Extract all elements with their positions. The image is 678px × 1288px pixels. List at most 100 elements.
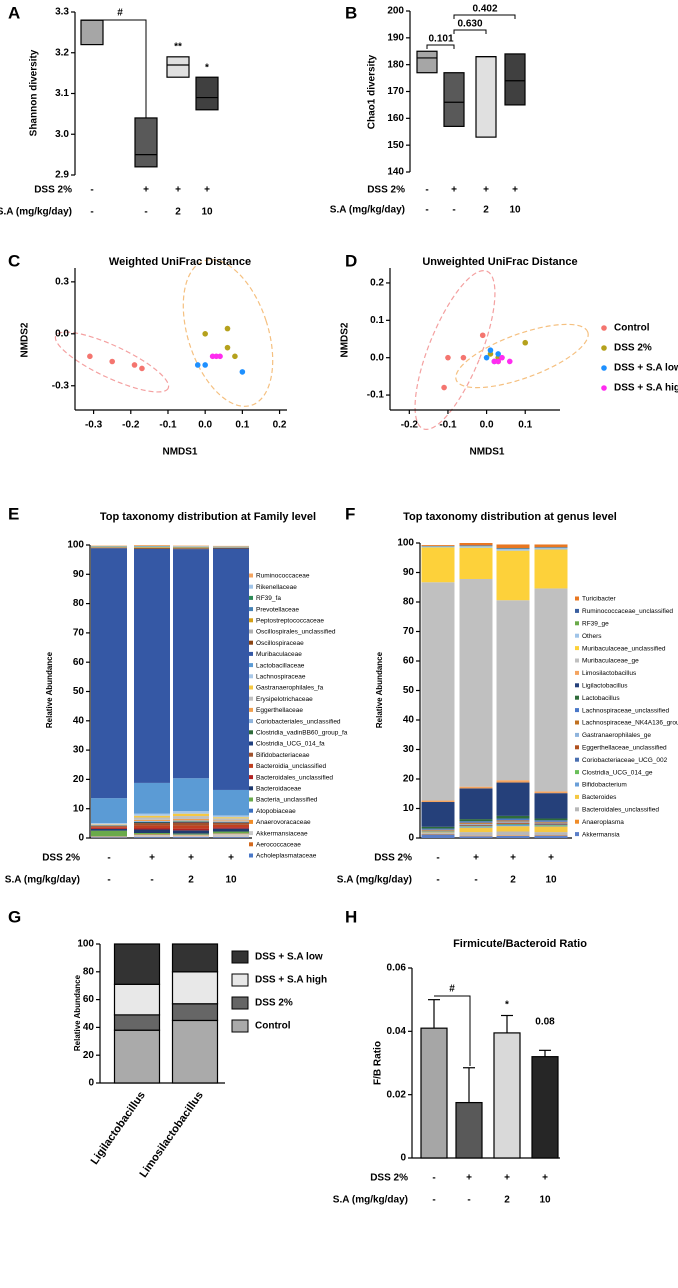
bar-segment (534, 825, 568, 827)
box (80, 19, 104, 46)
panel-title: Weighted UniFrac Distance (109, 256, 251, 268)
bar-segment (534, 820, 568, 822)
bar-segment (173, 835, 209, 837)
legend-marker (575, 708, 579, 713)
bar-segment (459, 822, 493, 824)
legend-marker (601, 365, 607, 371)
bar-segment (173, 828, 209, 831)
legend-marker (249, 831, 253, 836)
point (109, 358, 115, 365)
x-tick-label: -0.3 (85, 420, 103, 431)
bar-segment (173, 811, 209, 814)
legend-label: Muribaculaceae (256, 651, 302, 658)
y-tick-label: -0.3 (52, 380, 70, 391)
legend-marker (249, 663, 253, 668)
bar-segment (213, 824, 249, 828)
box (475, 56, 497, 138)
legend-label: Muribaculaceae_ge (582, 658, 639, 665)
bar-segment (213, 821, 249, 822)
point (487, 347, 494, 354)
ellipse-control (54, 331, 170, 393)
legend-label: Turicibacter (582, 596, 617, 603)
bar-segment (213, 831, 249, 834)
x-tick-label: Limosilactobacillus (137, 1090, 205, 1181)
bar-segment (496, 821, 530, 823)
y-axis-label: NMDS2 (20, 322, 31, 357)
bar-segment (134, 547, 170, 549)
x-tick-label: 0.1 (518, 420, 532, 431)
bar-segment (113, 1014, 161, 1031)
point (495, 351, 501, 357)
point (217, 353, 223, 360)
panel-letter: B (345, 3, 357, 22)
legend-label: Prevotellaceae (256, 606, 299, 613)
condition-label: DSS 2% (34, 185, 72, 196)
significance-bracket (103, 19, 147, 118)
y-tick-label: 40 (403, 715, 415, 726)
point (239, 369, 246, 375)
legend-marker (575, 683, 579, 688)
legend-marker (231, 1019, 249, 1033)
legend-label: Anaerovoracaceae (256, 819, 311, 826)
legend-marker (249, 707, 253, 712)
legend-marker (575, 770, 579, 775)
y-tick-label: 80 (403, 597, 415, 608)
bar-segment (171, 1003, 219, 1022)
bar-segment (91, 825, 127, 827)
box (166, 56, 190, 78)
bar-segment (421, 826, 455, 829)
condition-value: - (432, 1195, 435, 1206)
bar-segment (134, 828, 170, 830)
legend-label: Acholeplasmataceae (256, 853, 317, 860)
point (495, 358, 501, 365)
condition-value: + (451, 185, 457, 196)
point (441, 384, 447, 391)
y-tick-label: 20 (73, 774, 85, 785)
condition-value: + (175, 185, 181, 196)
legend-label: Ruminococcaceae (256, 573, 310, 580)
bar-segment (213, 818, 249, 821)
bar-segment (91, 547, 127, 549)
bar-segment (421, 802, 455, 827)
point (232, 353, 238, 360)
x-tick-label: 0.1 (235, 420, 249, 431)
annotation: 0.402 (472, 4, 497, 15)
legend-label: Ligilactobacillus (582, 683, 628, 690)
bar-segment (91, 826, 127, 828)
condition-value: - (467, 1195, 470, 1206)
legend-marker (575, 782, 579, 787)
legend-marker (231, 973, 249, 987)
y-tick-label: 10 (73, 803, 85, 814)
bar-segment (459, 832, 493, 836)
legend-marker (249, 674, 253, 679)
point (224, 344, 231, 351)
condition-value: 10 (539, 1195, 551, 1206)
bar-segment (134, 837, 170, 838)
bar-segment (134, 547, 170, 548)
bar-segment (459, 543, 493, 546)
legend-marker (575, 608, 579, 613)
bar-segment (213, 834, 249, 837)
bar-segment (459, 547, 493, 579)
legend-marker (249, 797, 253, 802)
legend-label: Bifidobacterium (582, 782, 627, 789)
y-axis-label: Shannon diversity (29, 49, 40, 136)
bar-segment (134, 822, 170, 824)
y-tick-label: 0 (78, 833, 84, 844)
bar-segment (213, 547, 249, 549)
significance-bracket (453, 29, 487, 34)
legend-marker (249, 775, 253, 780)
bar-segment (113, 983, 161, 1016)
bar-segment (534, 822, 568, 824)
legend-label: Gastranaerophilales_fa (256, 685, 324, 692)
legend-label: DSS 2% (255, 998, 293, 1009)
significance-bracket (453, 14, 516, 19)
bar-segment (534, 835, 568, 836)
point (499, 354, 505, 361)
bar (455, 1101, 483, 1159)
legend-marker (231, 950, 249, 964)
y-tick-label: 50 (73, 686, 85, 697)
bar-segment (213, 820, 249, 822)
x-axis-label: NMDS1 (162, 447, 197, 458)
legend-marker (249, 819, 253, 824)
